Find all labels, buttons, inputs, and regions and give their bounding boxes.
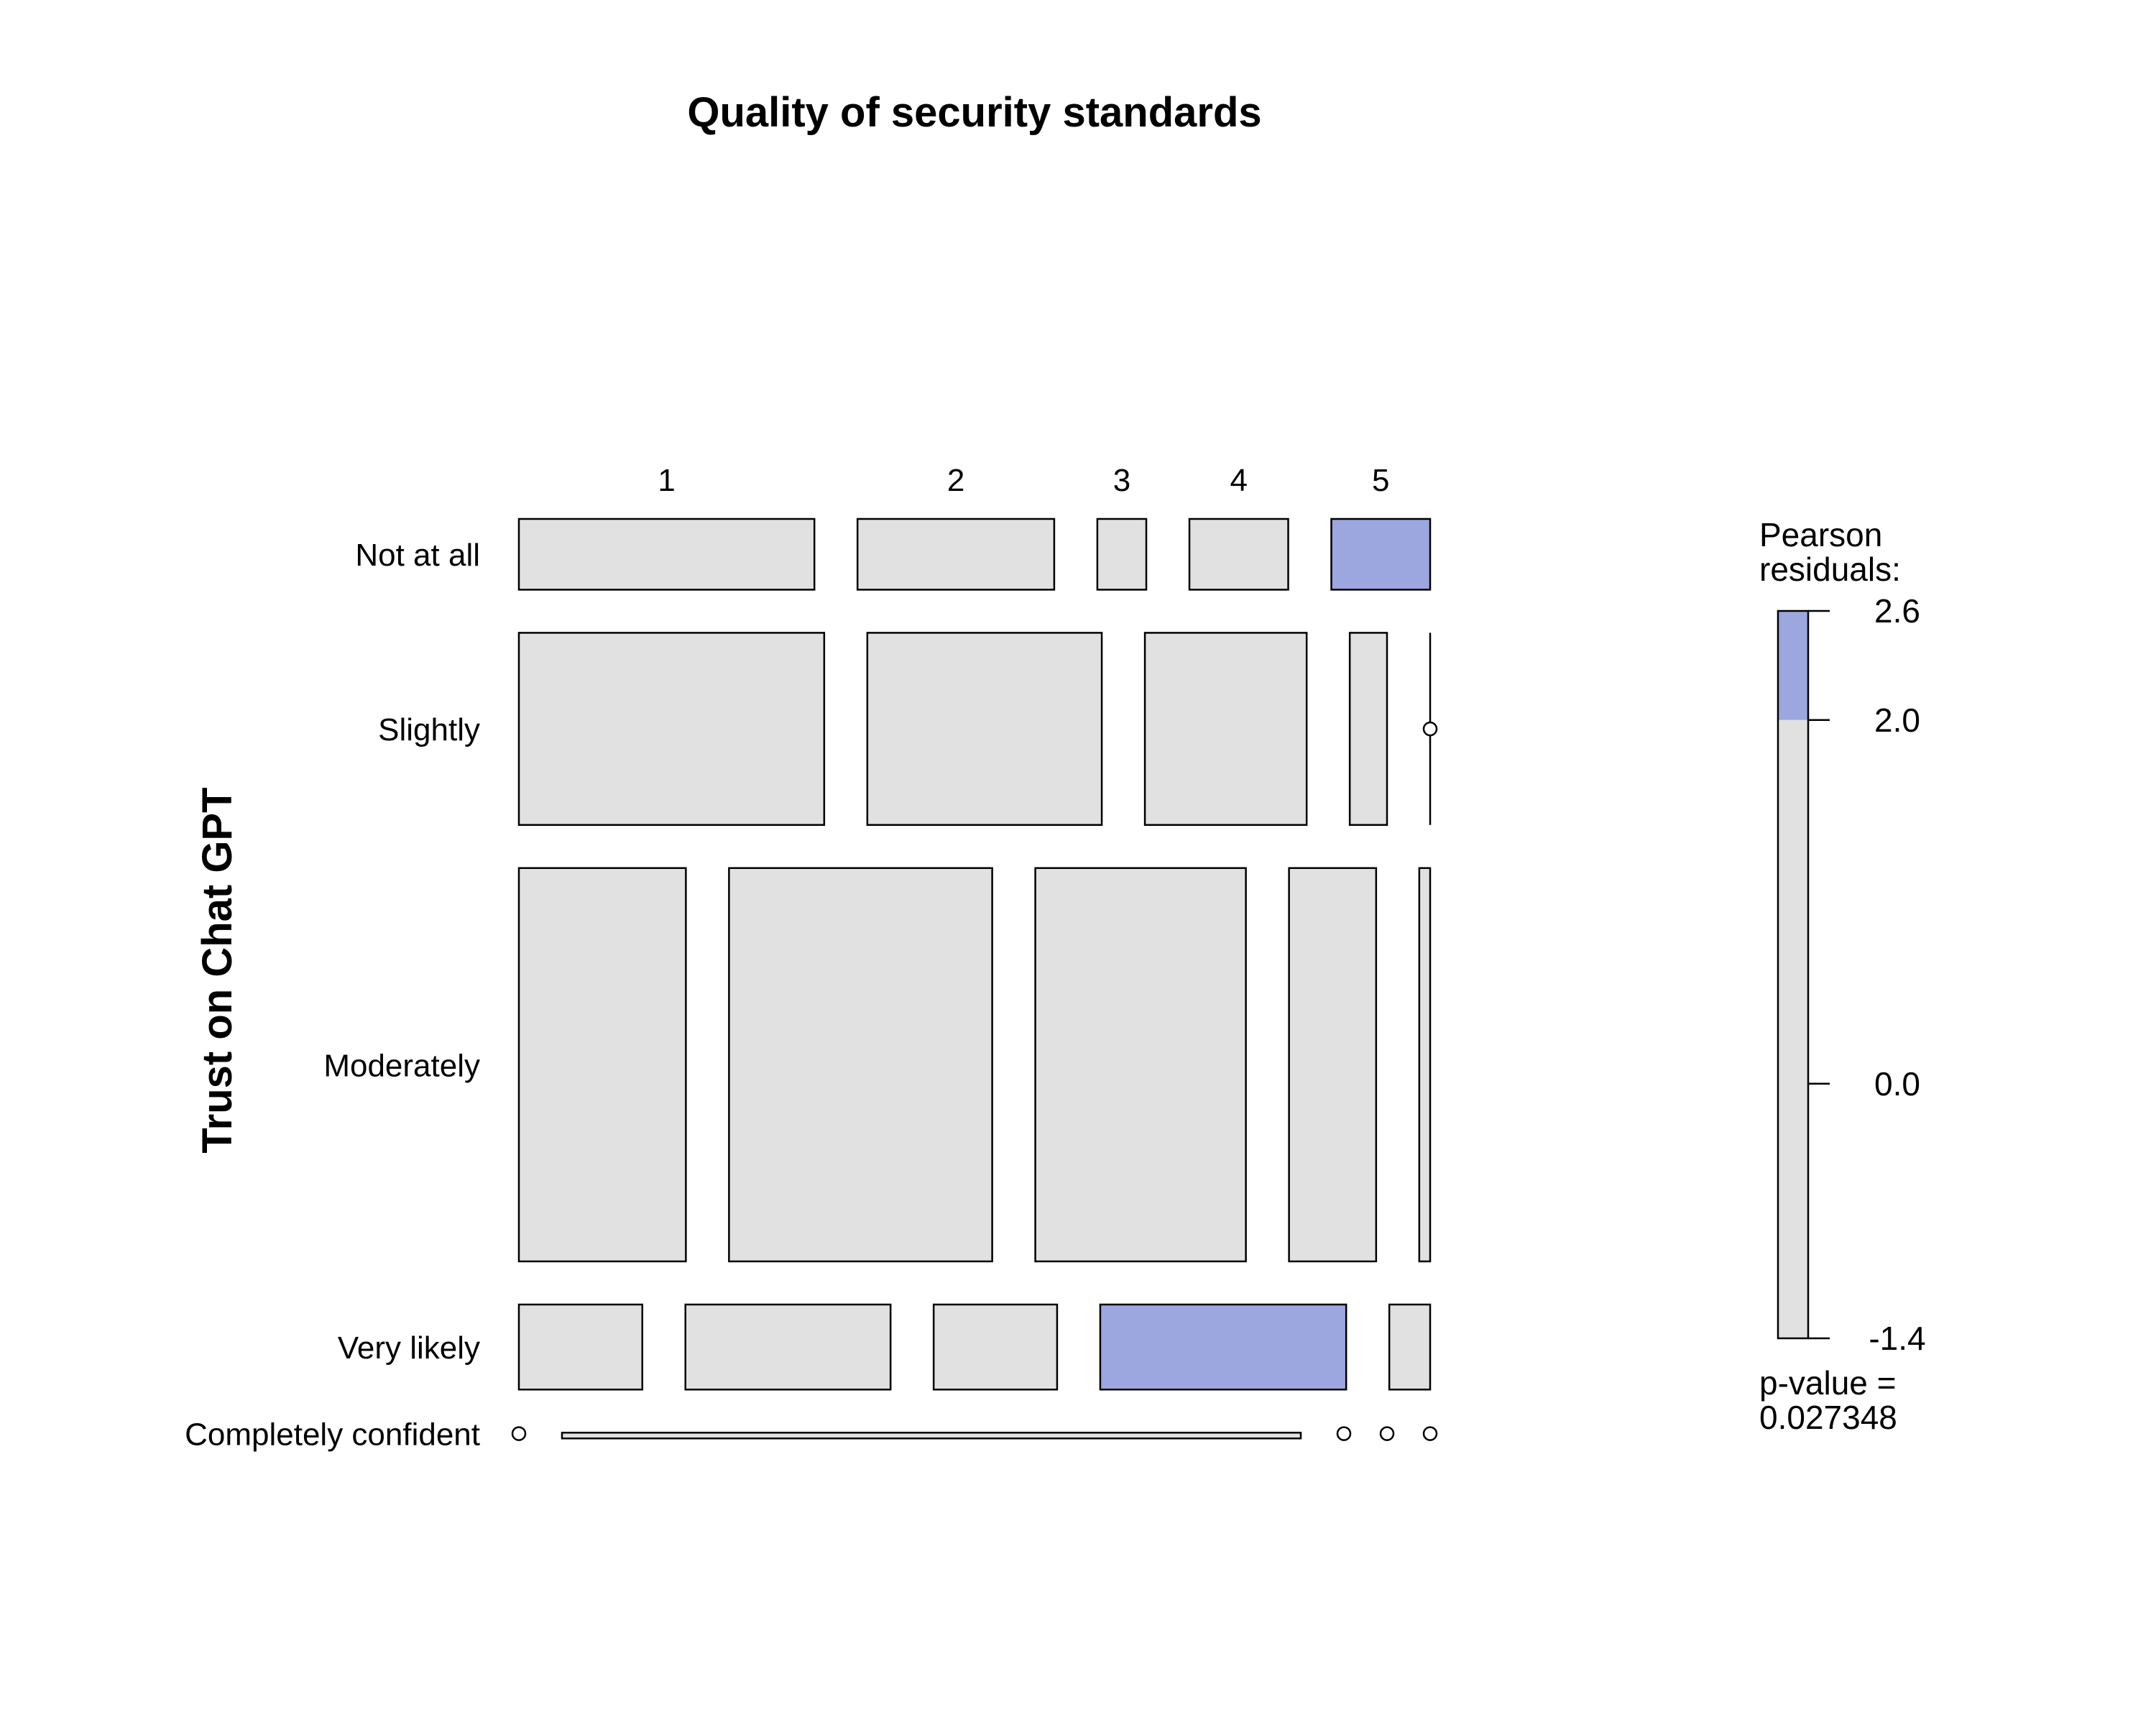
legend-title-line2: residuals:	[1759, 551, 1901, 588]
mosaic-cell-slightly-col-3	[1143, 632, 1308, 826]
mosaic-cell-moderately-col-3	[1034, 867, 1247, 1263]
mosaic-cell-very-likely-col-4	[1099, 1303, 1348, 1391]
mosaic-cell-very-likely-col-1	[517, 1303, 644, 1391]
legend-tick-label: 2.0	[1874, 702, 1920, 739]
mosaic-cell-very-likely-col-2	[684, 1303, 892, 1391]
row-label-not-at-all: Not at all	[355, 538, 480, 573]
mosaic-plot-area: Not at all 1 2 3 4 5 Slightly Moderately Very li…	[185, 463, 1438, 1453]
pvalue-value: 0.027348	[1759, 1399, 1897, 1436]
mosaic-cell-completely-confident-col-4-zero-marker	[1379, 1426, 1395, 1441]
mosaic-cell-slightly-col-5-zero-marker	[1422, 721, 1438, 737]
mosaic-cell-slightly-col-4	[1348, 632, 1388, 826]
mosaic-cell-moderately-col-2	[728, 867, 993, 1263]
mosaic-cell-not-at-all-col-1	[517, 518, 816, 591]
column-label-2: 2	[947, 463, 964, 498]
legend-bar-frame	[1777, 610, 1810, 1340]
mosaic-cell-not-at-all-col-4	[1188, 518, 1289, 591]
chart-title: Quality of security standards	[687, 89, 1261, 136]
mosaic-cell-moderately-col-5	[1418, 867, 1432, 1263]
mosaic-cell-completely-confident-col-3-zero-marker	[1336, 1426, 1352, 1441]
column-label-1: 1	[658, 463, 675, 498]
mosaic-cell-completely-confident-col-2	[561, 1432, 1302, 1440]
mosaic-cell-slightly-col-1	[517, 632, 826, 826]
row-label-slightly: Slightly	[378, 712, 480, 748]
mosaic-cell-moderately-col-1	[517, 867, 687, 1263]
row-label-moderately: Moderately	[323, 1048, 480, 1083]
mosaic-cell-moderately-col-4	[1288, 867, 1378, 1263]
legend-bar-positive	[1778, 611, 1808, 720]
legend-tick-label: 2.6	[1874, 592, 1920, 630]
column-label-4: 4	[1230, 463, 1248, 498]
row-label-very-likely: Very likely	[338, 1330, 480, 1366]
mosaic-cell-completely-confident-col-1-zero-marker	[511, 1426, 527, 1441]
pvalue-label: p-value =	[1759, 1364, 1897, 1402]
legend-tick-label: 0.0	[1874, 1065, 1920, 1103]
mosaic-cell-not-at-all-col-5	[1330, 518, 1432, 591]
mosaic-cell-slightly-col-2	[866, 632, 1103, 826]
legend-title-line1: Pearson	[1759, 516, 1882, 553]
y-axis-title: Trust on Chat GPT	[194, 787, 241, 1153]
mosaic-cell-very-likely-col-5	[1388, 1303, 1432, 1391]
residuals-legend: Pearson residuals: p-value = 0.027348 2.…	[1759, 516, 1926, 1436]
row-label-completely-confident: Completely confident	[185, 1417, 480, 1453]
column-label-3: 3	[1113, 463, 1130, 498]
mosaic-cell-not-at-all-col-2	[856, 518, 1056, 591]
legend-tick-label: -1.4	[1869, 1320, 1925, 1357]
mosaic-cell-not-at-all-col-3	[1096, 518, 1148, 591]
mosaic-cell-completely-confident-col-5-zero-marker	[1422, 1426, 1438, 1441]
legend-bar-neutral	[1778, 719, 1808, 1338]
mosaic-cell-very-likely-col-3	[932, 1303, 1059, 1391]
column-label-5: 5	[1372, 463, 1389, 498]
